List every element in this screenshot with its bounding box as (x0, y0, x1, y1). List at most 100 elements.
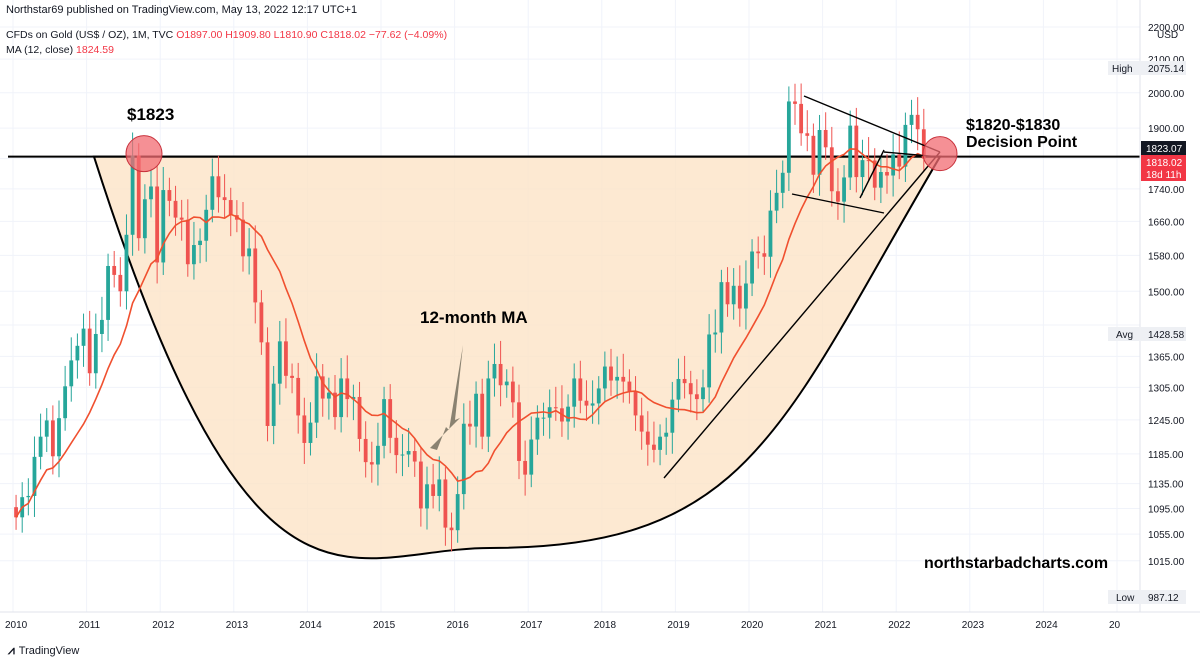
y-tick-label: 1365.00 (1148, 352, 1185, 363)
candle-body (81, 328, 86, 346)
y-tick-label: 1580.00 (1148, 251, 1185, 262)
candle-body (713, 332, 718, 335)
candle-body (185, 219, 190, 265)
candle-body (750, 251, 754, 284)
legend-symbol[interactable]: CFDs on Gold (US$ / OZ), 1M, TVC (6, 29, 174, 41)
candle-body (921, 129, 926, 159)
ma-line (15, 148, 925, 518)
candle-body (326, 392, 331, 399)
trendline (791, 193, 885, 214)
candle-body (498, 363, 503, 386)
candle-body (915, 114, 920, 130)
low-value: 987.12 (1148, 593, 1179, 604)
level-tag: 1823.07 (1146, 144, 1183, 155)
trendlines (663, 95, 941, 479)
candle-body (897, 154, 902, 167)
candle-body (192, 245, 196, 265)
candle-body (14, 507, 18, 518)
candle-body (688, 383, 693, 395)
avg-box (1108, 327, 1186, 341)
candle-body (572, 378, 577, 407)
candle-body (836, 191, 840, 202)
candle-body (664, 432, 669, 437)
publish-header: Northstar69 published on TradingView.com… (6, 4, 358, 16)
candle-body (161, 190, 166, 263)
candle-body (510, 381, 515, 403)
footer-brand[interactable]: ⩘ TradingView (8, 643, 79, 658)
candle-body (860, 160, 865, 178)
candle-body (719, 282, 724, 333)
x-tick-label: 2018 (594, 620, 617, 631)
candle-body (486, 378, 491, 437)
high-value: 2075.14 (1148, 64, 1185, 75)
candle-body (744, 283, 748, 309)
candle-body (682, 378, 687, 384)
candle-body (621, 376, 626, 382)
candle-body (136, 155, 141, 239)
candle-body (707, 334, 712, 388)
candle-body (204, 209, 209, 241)
x-tick-label: 2024 (1035, 620, 1058, 631)
decision-label-2: Decision Point (966, 134, 1078, 151)
candle-body (701, 387, 705, 400)
candle-body (302, 415, 307, 443)
candle-body (400, 454, 405, 456)
candle-body (93, 333, 98, 374)
candle-body (449, 527, 454, 531)
y-tick-label: 1185.00 (1148, 450, 1184, 461)
highlight-circles (125, 135, 958, 173)
candle-body (584, 400, 589, 406)
candle-body (63, 386, 68, 419)
countdown-tag: 18d 11h (1146, 170, 1181, 181)
candle-body (363, 438, 368, 463)
candle-body (351, 396, 356, 400)
x-tick-labels[interactable]: 2010 2011 2012 2013 2014 2015 2016 2017 2018 2019… (5, 620, 1121, 631)
candle-body (277, 341, 282, 384)
candle-body (425, 484, 429, 509)
legend-ohlc: O1897.00 H1909.80 L1810.90 C1818.02 −77.… (176, 29, 448, 41)
candle-body (412, 451, 417, 462)
y-tick-label: 2100.00 (1148, 55, 1185, 66)
x-tick-label: 2017 (520, 620, 543, 631)
low-box (1108, 590, 1186, 604)
candle-body (645, 431, 650, 445)
candle-body (596, 388, 601, 404)
candle-body (130, 155, 135, 235)
candle-body (848, 125, 853, 178)
candle-body (872, 160, 877, 188)
candle-body (333, 392, 337, 418)
avg-value: 1428.58 (1148, 330, 1185, 341)
candle-body (737, 285, 742, 309)
y-tick-labels[interactable]: 1015.00 1055.00 1095.00 1135.00 1185.00 1245.… (1148, 23, 1185, 568)
x-tick-label: 2014 (299, 620, 322, 631)
candle-body (339, 378, 344, 418)
candle-body (633, 391, 638, 416)
candle-body (284, 341, 288, 376)
candle-body (866, 160, 871, 162)
candle-body (504, 381, 509, 386)
candle-body (443, 479, 448, 528)
candle-body (799, 103, 804, 134)
candle-body (566, 406, 570, 422)
candle-body (173, 200, 178, 218)
candle-body (69, 360, 74, 387)
candle-body (241, 219, 245, 257)
candle-body (658, 436, 662, 450)
candle-body (885, 172, 889, 176)
candle-body (376, 445, 380, 465)
candle-body (382, 399, 386, 446)
y-tick-label: 1095.00 (1148, 504, 1185, 515)
close-tag-box (1141, 155, 1186, 181)
candle-body (553, 407, 558, 409)
legend-ma-label[interactable]: MA (12, close) (6, 44, 74, 56)
candle-body (891, 154, 896, 176)
y-tick-label: 1500.00 (1148, 287, 1185, 298)
candle-body (780, 172, 785, 193)
candle-body (345, 378, 350, 400)
candle-body (87, 328, 92, 374)
y-tick-label: 2200.00 (1148, 23, 1185, 34)
candle-body (75, 345, 80, 361)
candle-body (609, 366, 613, 381)
ma-note: 12-month MA (420, 308, 528, 327)
